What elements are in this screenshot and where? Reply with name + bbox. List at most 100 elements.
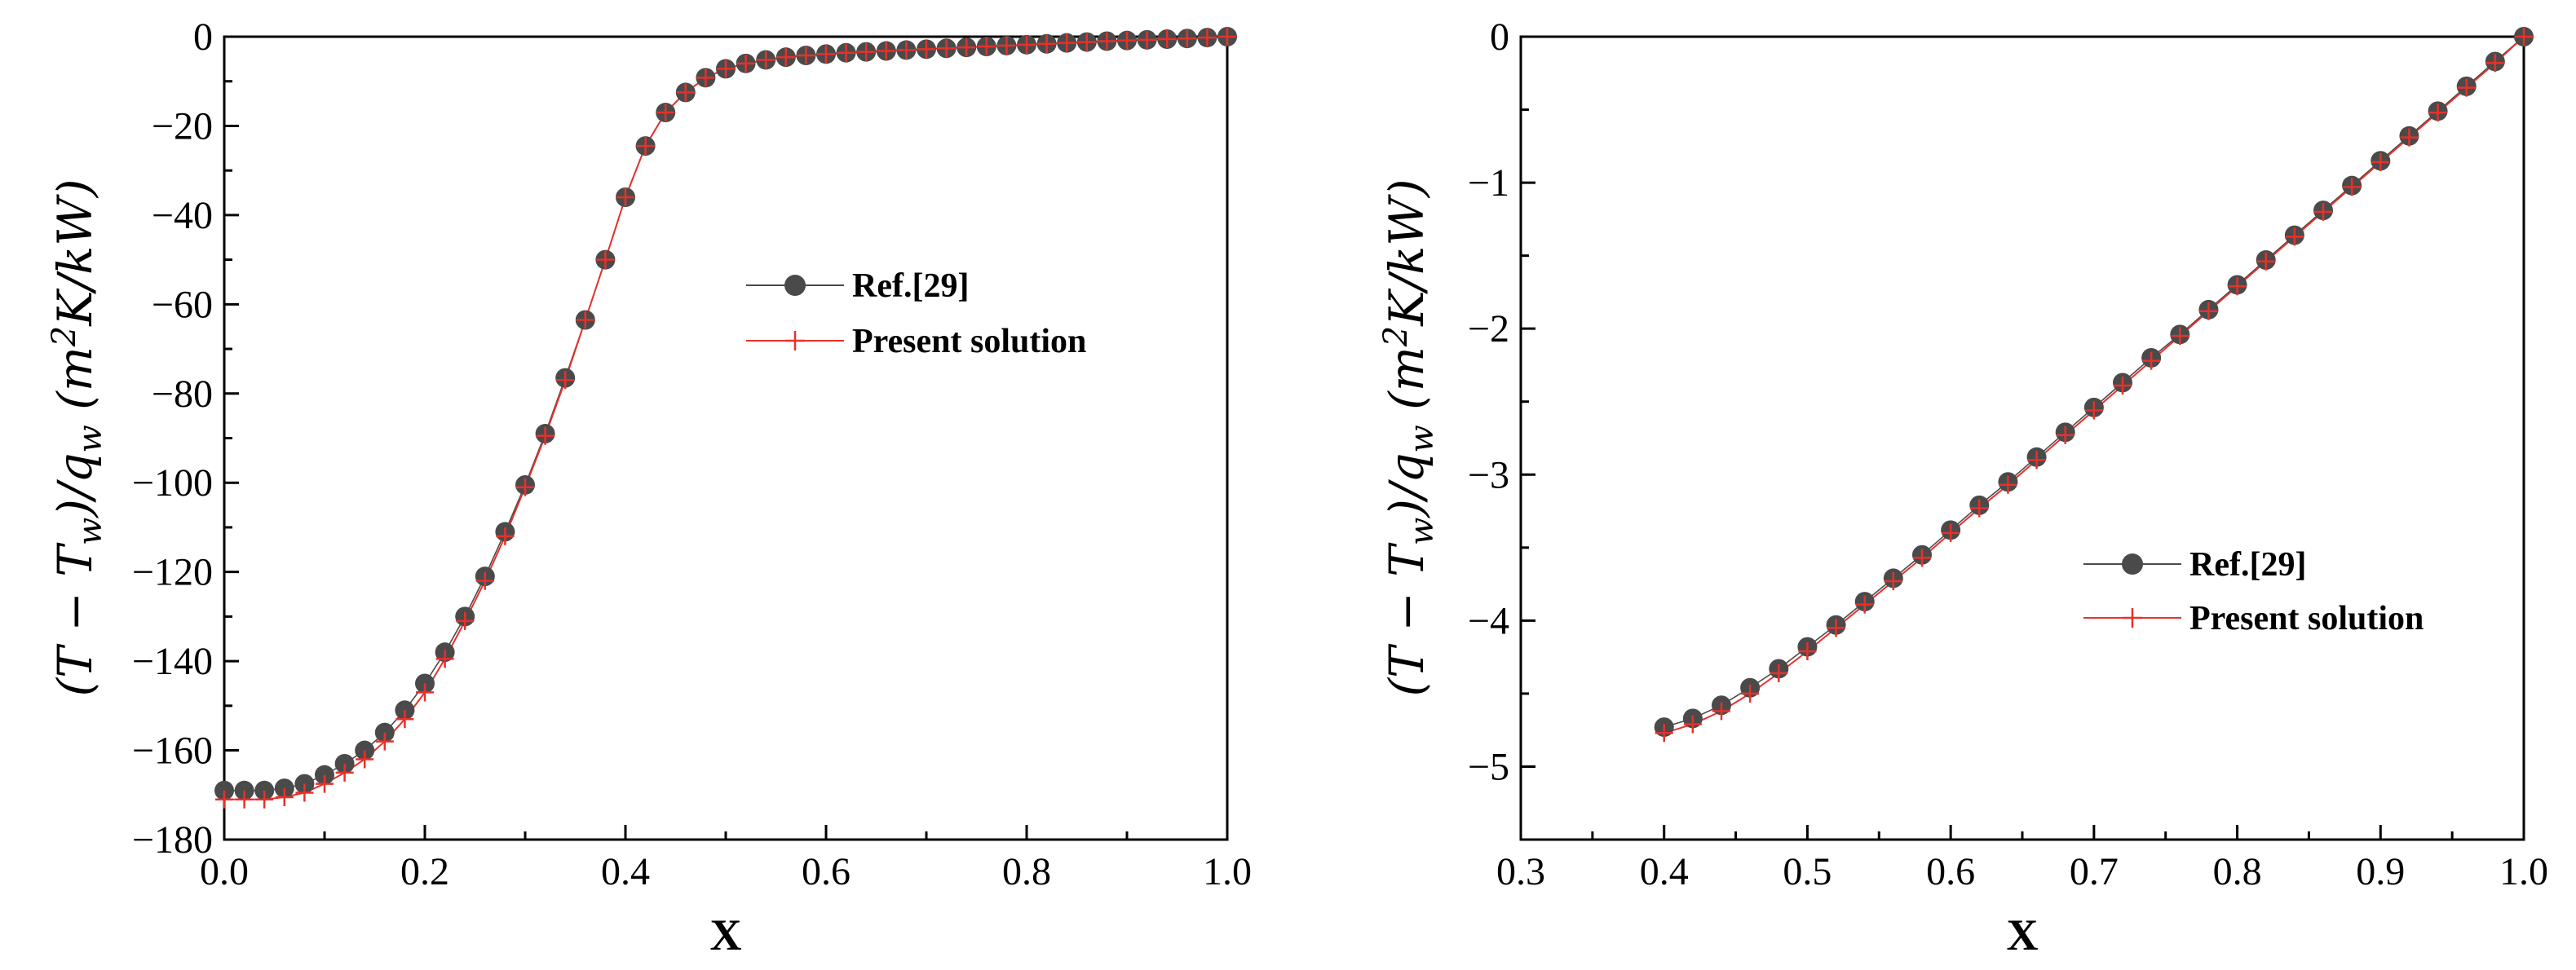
left-x-tick-label: 0.4	[601, 850, 650, 893]
left-y-tick-label: −20	[152, 104, 213, 148]
right-present-point	[2114, 377, 2132, 395]
left-present-point	[456, 611, 475, 630]
left-ref-series-line	[224, 36, 1228, 791]
left-x-tick-label: 0.2	[400, 850, 449, 893]
left-plot-frame	[223, 35, 1229, 841]
left-present-point	[696, 68, 715, 87]
left-present-point	[556, 371, 575, 390]
left-present-point	[997, 36, 1016, 55]
left-y-tick-label: −80	[152, 373, 213, 416]
left-present-point	[957, 38, 976, 57]
right-legend-ref-marker	[2122, 553, 2143, 575]
right-legend: Ref.[29] Present solution	[2083, 546, 2424, 637]
right-present-point	[1655, 724, 1673, 743]
left-ylabel-sub-w2: w	[72, 425, 109, 452]
left-ylabel-units-close: K/kW)	[47, 179, 103, 326]
right-ylabel-open: (T − T	[1379, 542, 1434, 697]
left-present-point	[656, 104, 675, 122]
left-present-point	[797, 46, 815, 64]
right-y-ticks: 0 −1 −2 −3 −4 −5	[1468, 15, 1535, 788]
right-present-point	[1827, 619, 1845, 637]
left-present-point	[395, 710, 414, 729]
left-legend-present-marker	[785, 331, 805, 351]
left-present-point	[1198, 29, 1217, 47]
left-present-point	[1158, 30, 1177, 49]
left-present-point	[235, 790, 254, 809]
left-present-point	[275, 788, 294, 807]
right-x-tick-label: 0.5	[1783, 850, 1831, 893]
right-present-point	[2256, 252, 2275, 271]
right-present-point	[1798, 642, 1817, 660]
left-ylabel-open: (T − T	[47, 542, 103, 697]
left-present-point	[335, 763, 354, 782]
left-present-point	[295, 783, 314, 802]
left-present-point	[817, 45, 835, 64]
left-present-point	[1138, 30, 1156, 49]
left-present-point	[516, 478, 534, 496]
left-present-point	[1077, 33, 1096, 51]
left-present-point	[1178, 29, 1196, 48]
right-present-point	[1884, 572, 1902, 591]
right-x-tick-label: 1.0	[2499, 850, 2548, 893]
right-x-tick-label: 0.3	[1496, 850, 1545, 893]
right-present-point	[2371, 153, 2390, 172]
right-x-tick-label: 0.8	[2213, 850, 2262, 893]
left-present-point	[255, 790, 274, 809]
right-present-point	[1712, 702, 1730, 721]
right-present-point	[1741, 684, 1760, 703]
right-legend-present-label: Present solution	[2189, 600, 2424, 637]
right-present-point	[2056, 425, 2074, 444]
left-present-point	[1118, 31, 1136, 50]
left-y-tick-label: −160	[132, 730, 213, 773]
left-present-point	[877, 42, 895, 60]
left-present-point	[676, 83, 695, 102]
right-legend-present-marker	[2123, 608, 2142, 628]
left-present-point	[937, 39, 956, 58]
right-present-point	[2084, 401, 2103, 420]
left-present-series-line	[224, 36, 1228, 800]
right-ylabel-units-open: (m	[1379, 346, 1434, 425]
left-y-tick-label: −140	[132, 640, 213, 683]
right-present-point	[2228, 277, 2247, 296]
left-legend-ref-marker	[784, 275, 806, 296]
right-legend-ref-label: Ref.[29]	[2189, 546, 2306, 584]
right-present-point	[2515, 28, 2533, 46]
left-present-point	[917, 40, 935, 59]
left-legend: Ref.[29] Present solution	[746, 267, 1086, 360]
right-ylabel-units-close: K/kW)	[1379, 179, 1434, 326]
right-present-point	[1855, 595, 1874, 614]
right-present-point	[1970, 499, 1989, 518]
left-present-point	[897, 41, 916, 60]
left-present-point	[1218, 28, 1236, 46]
right-present-point	[2343, 178, 2362, 196]
right-chart-panel: 0.3 0.4 0.5 0.6 0.7 0.8 0.9 1.0 0 −1 −2 −3 −4 −5 X (…	[1377, 15, 2548, 959]
left-x-tick-label: 0.0	[200, 850, 249, 893]
left-present-point	[757, 51, 775, 69]
right-present-point	[2285, 227, 2304, 246]
right-present-point	[2142, 351, 2161, 370]
right-present-point	[1770, 664, 1788, 682]
left-present-point	[1098, 32, 1116, 51]
right-y-tick-label: 0	[1490, 15, 1509, 59]
left-legend-ref-label: Ref.[29]	[852, 267, 969, 305]
left-present-point	[736, 54, 755, 73]
left-present-point	[596, 250, 615, 269]
left-ylabel-sub-w: w	[72, 518, 109, 545]
right-x-tick-label: 0.9	[2356, 850, 2405, 893]
left-present-point	[435, 650, 454, 668]
left-x-tick-label: 1.0	[1203, 850, 1252, 893]
right-y-tick-label: −3	[1468, 453, 1509, 496]
right-present-point	[2457, 78, 2476, 97]
left-present-point	[776, 48, 795, 67]
left-present-point	[536, 426, 555, 445]
right-ylabel-mid: )/q	[1379, 453, 1434, 519]
left-present-point	[1058, 33, 1076, 52]
left-y-tick-label: −60	[152, 283, 213, 326]
left-present-point	[977, 37, 996, 56]
left-y-ticks: 0 −20 −40 −60 −80 −100 −120 −140 −160 −180	[132, 15, 239, 862]
left-present-point	[576, 311, 594, 329]
left-y-tick-label: −180	[132, 818, 213, 862]
right-y-axis-title: (T − Tw)/qw (m2K/kW)	[1377, 179, 1441, 696]
right-x-tick-label: 0.7	[2070, 850, 2119, 893]
